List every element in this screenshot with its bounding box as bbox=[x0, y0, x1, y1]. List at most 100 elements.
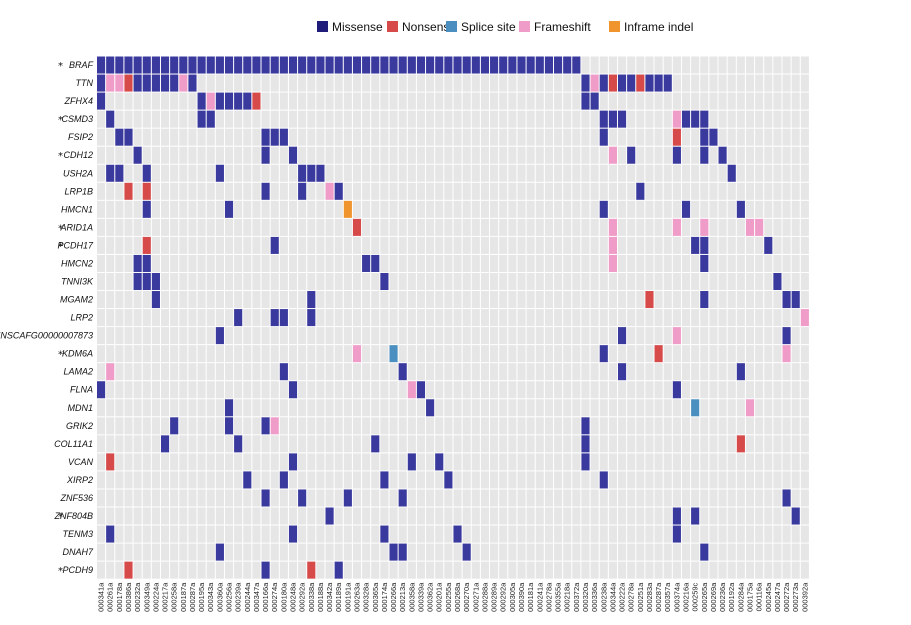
gene-label: MDN1 bbox=[67, 403, 93, 413]
cell-empty bbox=[288, 327, 298, 345]
cell-empty bbox=[745, 164, 755, 182]
cell-empty bbox=[764, 254, 773, 272]
cell-missense bbox=[307, 309, 316, 327]
cell-empty bbox=[453, 164, 462, 182]
cell-empty bbox=[352, 182, 362, 200]
cell-empty bbox=[782, 417, 791, 435]
cell-empty bbox=[471, 110, 480, 128]
cell-missense bbox=[224, 92, 234, 110]
cell-empty bbox=[581, 128, 590, 146]
cell-empty bbox=[544, 254, 553, 272]
cell-empty bbox=[453, 128, 462, 146]
cell-empty bbox=[334, 110, 343, 128]
cell-missense bbox=[672, 525, 681, 543]
cell-empty bbox=[745, 236, 755, 254]
cell-empty bbox=[617, 272, 627, 291]
cell-empty bbox=[151, 236, 160, 254]
cell-empty bbox=[544, 327, 553, 345]
cell-empty bbox=[352, 453, 362, 471]
cell-empty bbox=[426, 471, 435, 489]
cell-empty bbox=[407, 417, 416, 435]
cell-missense bbox=[270, 236, 279, 254]
legend-swatch-splice-site bbox=[446, 21, 457, 32]
cell-empty bbox=[371, 543, 380, 561]
cell-missense bbox=[444, 471, 453, 489]
cell-empty bbox=[490, 309, 499, 327]
cell-empty bbox=[243, 381, 252, 399]
cell-empty bbox=[736, 92, 745, 110]
cell-empty bbox=[554, 417, 563, 435]
cell-empty bbox=[462, 363, 471, 381]
cell-empty bbox=[261, 363, 270, 381]
cell-empty bbox=[773, 128, 782, 146]
cell-empty bbox=[416, 345, 426, 363]
cell-empty bbox=[97, 272, 106, 291]
cell-empty bbox=[243, 164, 252, 182]
cell-empty bbox=[691, 182, 700, 200]
cell-empty bbox=[563, 92, 572, 110]
cell-empty bbox=[672, 182, 681, 200]
legend-swatch-nonsense bbox=[387, 21, 398, 32]
cell-empty bbox=[334, 381, 343, 399]
cell-empty bbox=[727, 272, 736, 291]
cell-empty bbox=[124, 525, 133, 543]
cell-empty bbox=[398, 236, 407, 254]
cell-empty bbox=[681, 309, 691, 327]
cell-empty bbox=[636, 525, 645, 543]
cell-missense bbox=[215, 164, 224, 182]
cell-empty bbox=[435, 182, 444, 200]
cell-empty bbox=[755, 507, 764, 525]
cell-empty bbox=[298, 561, 307, 579]
cell-missense bbox=[453, 56, 462, 74]
cell-nonsense bbox=[124, 182, 133, 200]
cell-empty bbox=[316, 363, 325, 381]
cell-empty bbox=[663, 56, 672, 74]
gene-row-lrp1b bbox=[97, 182, 809, 200]
cell-empty bbox=[252, 236, 261, 254]
cell-empty bbox=[499, 309, 508, 327]
cell-missense bbox=[243, 56, 252, 74]
cell-empty bbox=[526, 200, 535, 218]
cell-empty bbox=[371, 146, 380, 164]
cell-empty bbox=[508, 399, 517, 417]
significance-star-icon: * bbox=[58, 115, 63, 126]
cell-empty bbox=[563, 182, 572, 200]
cell-empty bbox=[572, 399, 581, 417]
cell-empty bbox=[581, 309, 590, 327]
cell-empty bbox=[133, 218, 142, 236]
cell-empty bbox=[298, 236, 307, 254]
cell-empty bbox=[471, 200, 480, 218]
cell-missense bbox=[691, 507, 700, 525]
cell-empty bbox=[672, 399, 681, 417]
cell-empty bbox=[371, 381, 380, 399]
cell-empty bbox=[343, 417, 352, 435]
cell-empty bbox=[599, 146, 608, 164]
cell-empty bbox=[426, 435, 435, 453]
gene-label: ARID1A bbox=[59, 222, 93, 232]
gene-row-pcdh9 bbox=[97, 561, 809, 579]
cell-empty bbox=[791, 56, 800, 74]
cell-empty bbox=[672, 254, 681, 272]
cell-empty bbox=[764, 417, 773, 435]
cell-empty bbox=[325, 363, 334, 381]
cell-empty bbox=[745, 272, 755, 291]
cell-empty bbox=[709, 525, 718, 543]
cell-empty bbox=[197, 561, 206, 579]
cell-empty bbox=[773, 525, 782, 543]
cell-empty bbox=[352, 146, 362, 164]
cell-empty bbox=[206, 561, 215, 579]
cell-empty bbox=[453, 399, 462, 417]
cell-empty bbox=[170, 399, 179, 417]
gene-label: PCDH17 bbox=[57, 240, 94, 250]
cell-empty bbox=[554, 543, 563, 561]
cell-empty bbox=[197, 182, 206, 200]
cell-empty bbox=[636, 543, 645, 561]
cell-empty bbox=[490, 525, 499, 543]
cell-empty bbox=[179, 363, 188, 381]
cell-empty bbox=[252, 363, 261, 381]
cell-empty bbox=[97, 309, 106, 327]
cell-empty bbox=[142, 291, 151, 309]
cell-empty bbox=[197, 453, 206, 471]
cell-empty bbox=[782, 182, 791, 200]
cell-empty bbox=[590, 56, 599, 74]
